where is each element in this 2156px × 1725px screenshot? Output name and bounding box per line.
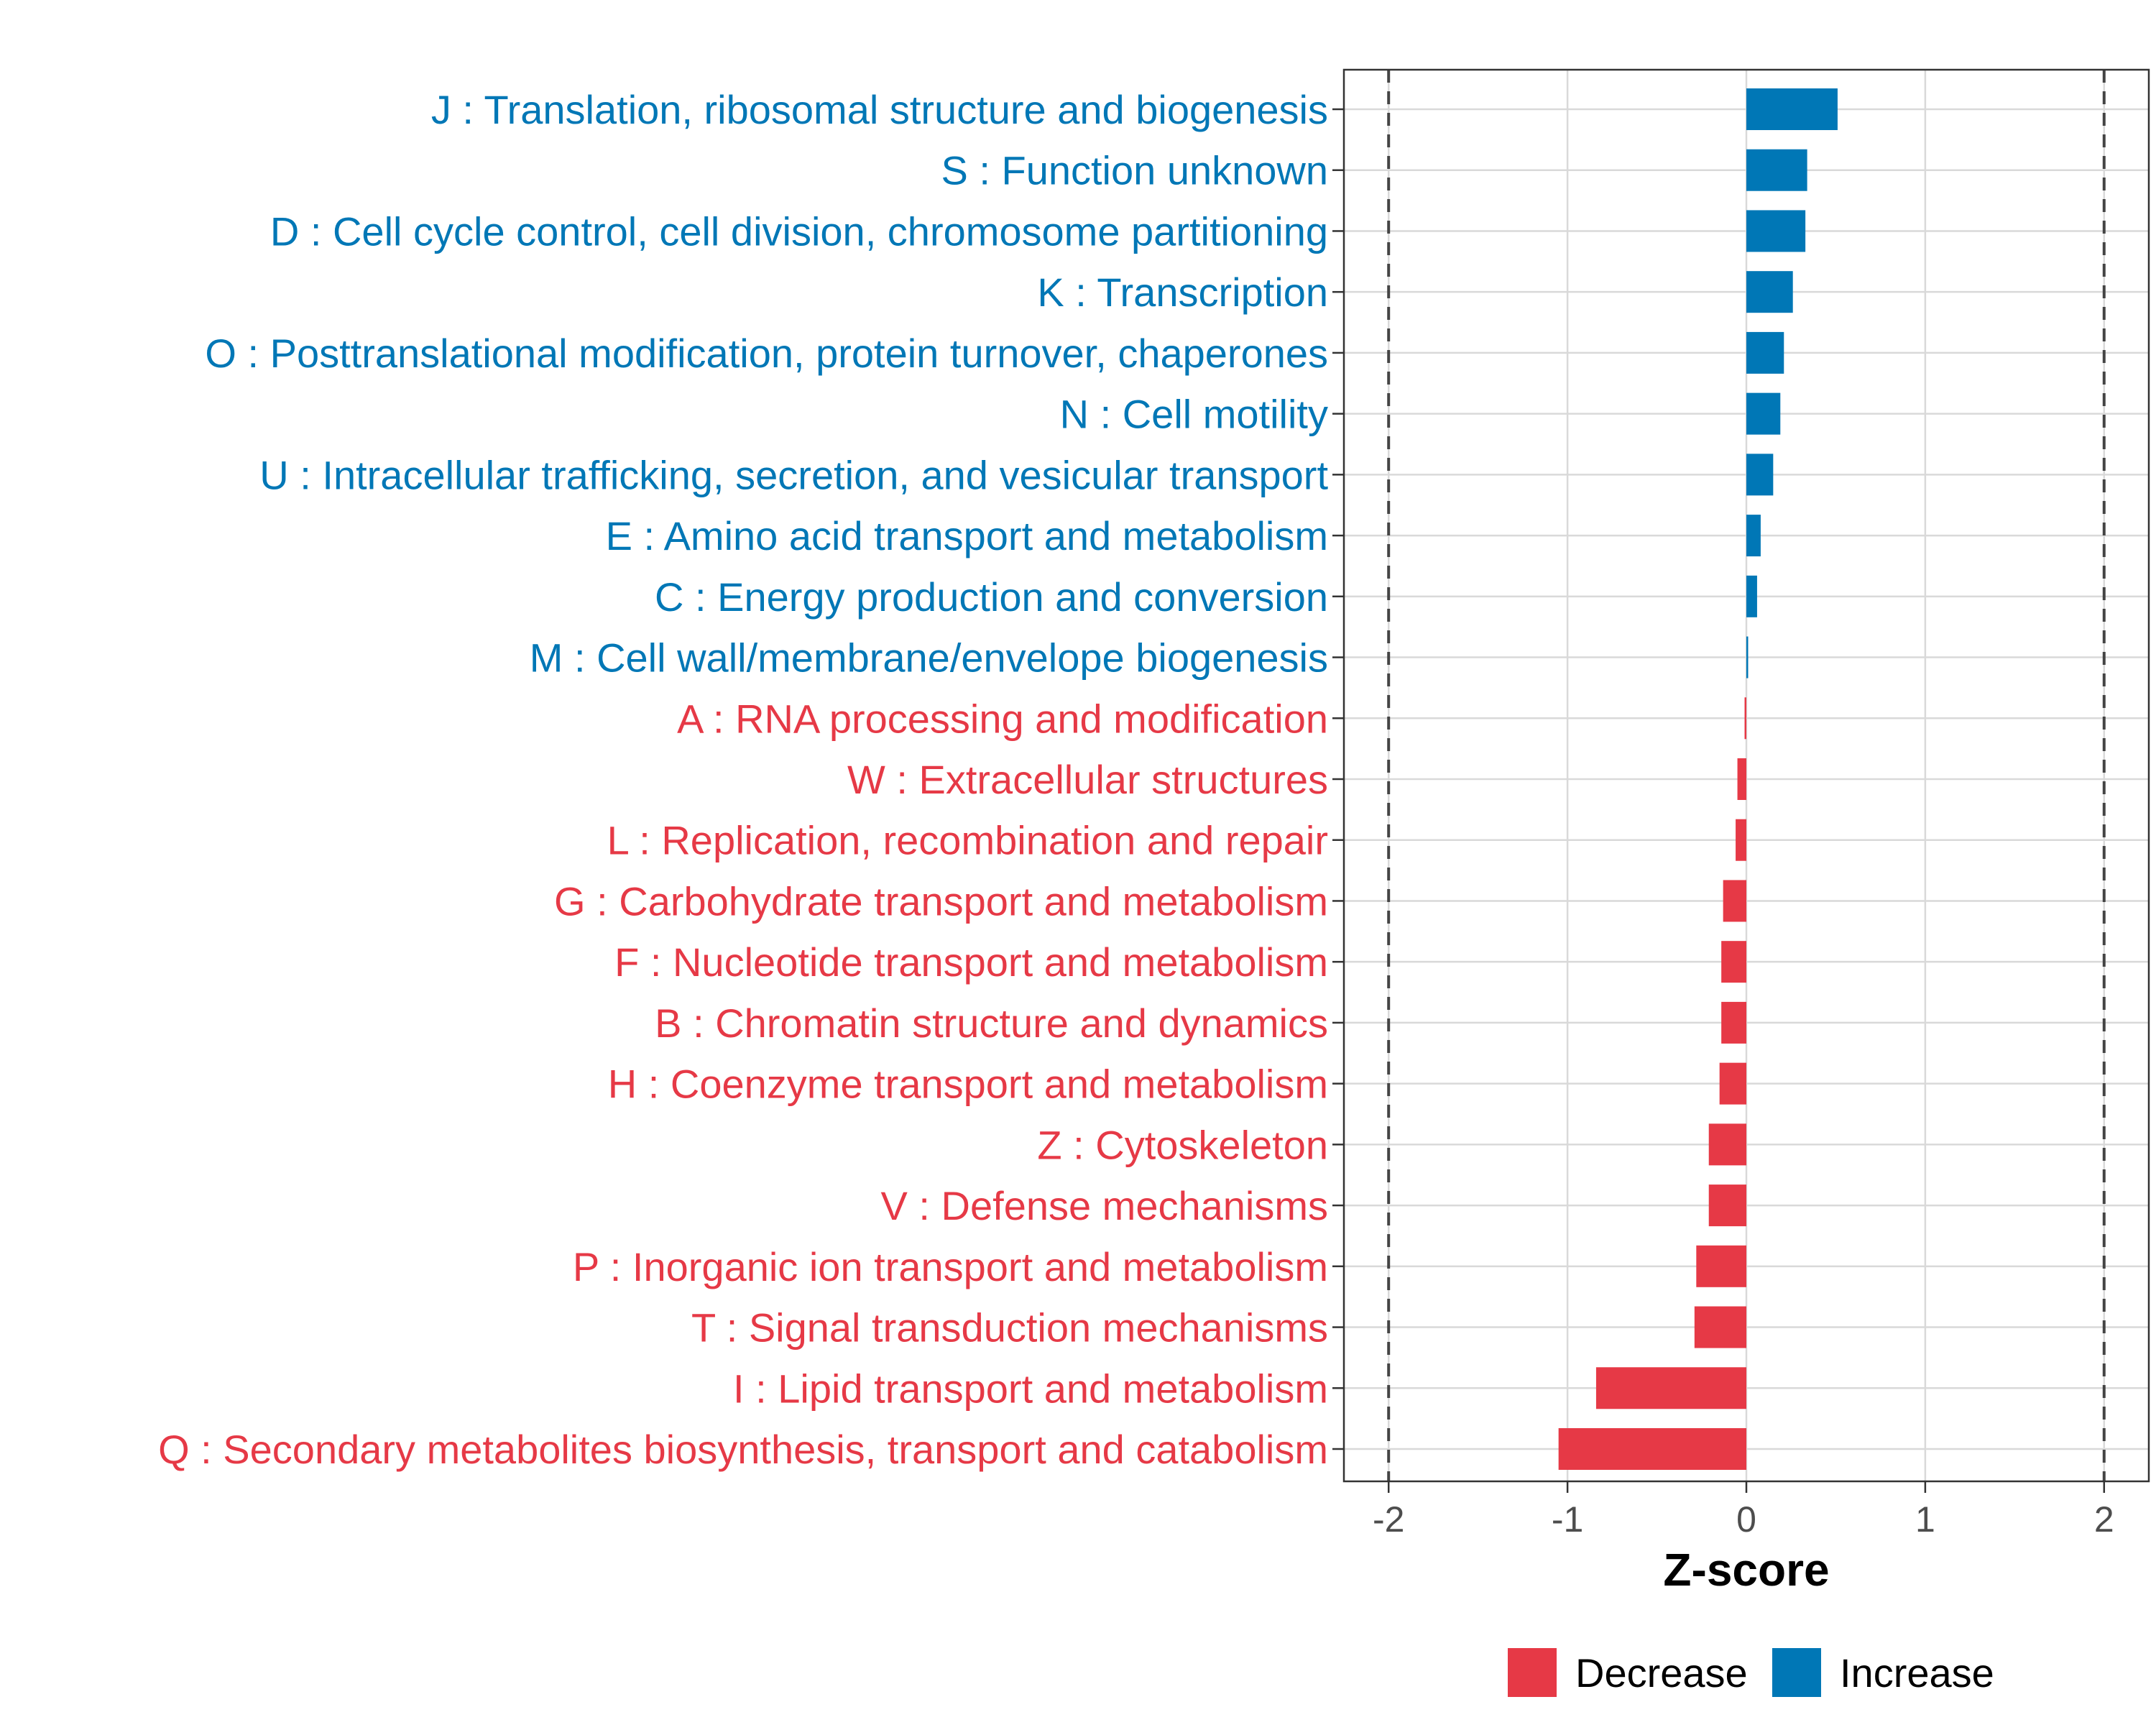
category-label: J : Translation, ribosomal structure and… — [431, 87, 1328, 132]
bar — [1744, 697, 1746, 740]
category-label: Z : Cytoskeleton — [1037, 1122, 1328, 1167]
bar — [1694, 1306, 1746, 1348]
reference-lines — [1387, 70, 2106, 1481]
category-label: G : Carbohydrate transport and metabolis… — [554, 878, 1328, 924]
bar — [1737, 758, 1746, 800]
category-label: C : Energy production and conversion — [655, 574, 1328, 620]
bar — [1746, 88, 1838, 130]
category-label: F : Nucleotide transport and metabolism — [614, 939, 1328, 985]
category-label: D : Cell cycle control, cell division, c… — [270, 208, 1328, 254]
category-label: S : Function unknown — [941, 148, 1328, 193]
x-tick-label: 0 — [1736, 1499, 1756, 1540]
bar — [1746, 515, 1761, 557]
y-axis-ticks — [1332, 108, 1344, 1450]
category-label: K : Transcription — [1037, 270, 1328, 315]
x-axis-ticks: -2 -1 0 1 2 — [1373, 1481, 2114, 1540]
bar — [1719, 1062, 1746, 1105]
category-label: V : Defense mechanisms — [881, 1183, 1328, 1228]
bar — [1746, 149, 1807, 191]
bar — [1723, 880, 1746, 922]
category-label: A : RNA processing and modification — [677, 696, 1328, 741]
category-label: T : Signal transduction mechanisms — [691, 1305, 1328, 1351]
category-label: N : Cell motility — [1060, 392, 1328, 437]
x-tick-label: -1 — [1552, 1499, 1583, 1540]
category-label: H : Coenzyme transport and metabolism — [608, 1062, 1328, 1107]
category-label: B : Chromatin structure and dynamics — [655, 1000, 1328, 1046]
bars — [1558, 88, 1838, 1470]
bar — [1696, 1245, 1746, 1287]
x-axis-title: Z-score — [1663, 1544, 1829, 1596]
x-tick-label: 2 — [2094, 1499, 2114, 1540]
bar — [1708, 1123, 1746, 1166]
bar — [1595, 1367, 1746, 1409]
category-label: W : Extracellular structures — [847, 757, 1328, 802]
bar — [1746, 454, 1774, 496]
bar — [1558, 1428, 1746, 1470]
bar — [1721, 1001, 1746, 1044]
legend-label-increase: Increase — [1840, 1650, 1994, 1696]
x-tick-label: -2 — [1373, 1499, 1404, 1540]
category-label: O : Posttranslational modification, prot… — [205, 331, 1328, 376]
x-tick-label: 1 — [1915, 1499, 1935, 1540]
bar — [1721, 941, 1746, 983]
legend-swatch-increase — [1772, 1648, 1821, 1697]
category-label: L : Replication, recombination and repai… — [607, 818, 1328, 863]
bar — [1736, 819, 1746, 861]
bar — [1746, 392, 1781, 435]
category-label: Q : Secondary metabolites biosynthesis, … — [158, 1427, 1328, 1472]
legend-swatch-decrease — [1508, 1648, 1557, 1697]
bar — [1746, 331, 1784, 374]
bar — [1746, 271, 1793, 313]
category-label: E : Amino acid transport and metabolism — [606, 513, 1328, 558]
bar — [1746, 575, 1757, 617]
category-label: M : Cell wall/membrane/envelope biogenes… — [530, 635, 1328, 681]
bar — [1746, 210, 1806, 252]
legend: Decrease Increase — [1508, 1648, 1994, 1697]
bar — [1746, 636, 1749, 678]
legend-label-decrease: Decrease — [1575, 1650, 1748, 1696]
category-label: I : Lipid transport and metabolism — [733, 1366, 1328, 1411]
category-label: U : Intracellular trafficking, secretion… — [259, 452, 1328, 497]
category-label: P : Inorganic ion transport and metaboli… — [573, 1244, 1328, 1289]
bar — [1708, 1184, 1746, 1227]
category-labels: J : Translation, ribosomal structure and… — [158, 87, 1328, 1472]
